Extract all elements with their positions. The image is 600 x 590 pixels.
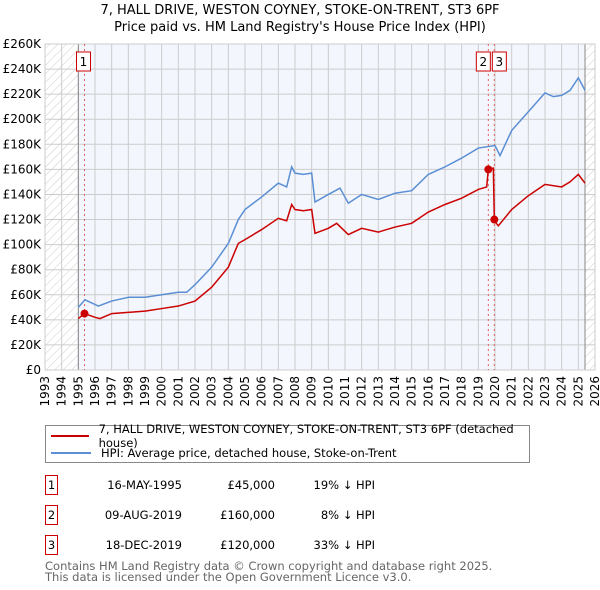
sale-hpi-diff: 19% ↓ HPI <box>313 478 375 492</box>
x-tick-label: 2005 <box>238 376 252 407</box>
footer-copyright: Contains HM Land Registry data © Crown c… <box>45 559 493 573</box>
price-chart: 1993 1994 1995 1996 1997 1998 1999 2000 2001 2002… <box>3 37 600 407</box>
y-tick-label: £120K <box>3 213 43 227</box>
x-tick-label: 2008 <box>288 376 302 407</box>
x-tick-label: 1996 <box>88 376 102 407</box>
x-tick-label: 2009 <box>305 376 319 407</box>
x-tick-label: 2013 <box>371 376 385 407</box>
x-tick-label: 2020 <box>488 376 502 407</box>
legend-label-hpi: HPI: Average price, detached house, Stok… <box>101 446 397 460</box>
sale-hpi-diff: 33% ↓ HPI <box>313 538 375 552</box>
x-tick-label: 2014 <box>388 376 402 407</box>
x-tick-label: 2006 <box>255 376 269 407</box>
sale-date: 16-MAY-1995 <box>107 478 182 492</box>
x-tick-label: 1999 <box>138 376 152 407</box>
legend: 7, HALL DRIVE, WESTON COYNEY, STOKE-ON-T… <box>45 422 530 463</box>
legend-red-line <box>51 435 89 437</box>
sale-label-box <box>76 51 91 72</box>
x-tick-label: 1995 <box>71 376 85 407</box>
sale-badge: 1 <box>45 475 58 495</box>
x-tick-label: 2015 <box>405 376 419 407</box>
x-tick-label: 2018 <box>455 376 469 407</box>
x-tick-label: 2001 <box>171 376 185 407</box>
x-tick-label: 2010 <box>321 376 335 407</box>
y-tick-label: £240K <box>3 62 43 76</box>
x-tick-label: 2024 <box>555 376 569 407</box>
hatched-region-after <box>585 44 595 370</box>
chart-title: 7, HALL DRIVE, WESTON COYNEY, STOKE-ON-T… <box>100 3 500 18</box>
x-tick-label: 2025 <box>571 376 585 407</box>
table-row: 2 09-AUG-2019 £160,000 8% ↓ HPI <box>45 505 545 525</box>
y-tick-label: £20K <box>10 338 42 352</box>
sale-date: 18-DEC-2019 <box>105 538 182 552</box>
x-tick-label: 1998 <box>121 376 135 407</box>
x-tick-label: 2023 <box>538 376 552 407</box>
x-tick-label: 2003 <box>205 376 219 407</box>
sale-price: £45,000 <box>227 478 275 492</box>
sale-hpi-diff: 8% ↓ HPI <box>320 508 375 522</box>
x-tick-label: 1997 <box>105 376 119 407</box>
y-tick-label: £200K <box>3 112 43 126</box>
y-tick-label: £260K <box>3 37 43 51</box>
sale-badge: 3 <box>45 535 58 555</box>
hpi-series-line <box>77 76 586 308</box>
sale-price: £160,000 <box>220 508 275 522</box>
table-row: 3 18-DEC-2019 £120,000 33% ↓ HPI <box>45 535 545 555</box>
x-tick-label: 1994 <box>55 376 69 407</box>
legend-item-property: 7, HALL DRIVE, WESTON COYNEY, STOKE-ON-T… <box>51 422 529 450</box>
x-tick-label: 2021 <box>505 376 519 407</box>
footer-licence: This data is licensed under the Open Gov… <box>45 570 412 584</box>
x-tick-label: 2002 <box>188 376 202 407</box>
table-row: 1 16-MAY-1995 £45,000 19% ↓ HPI <box>45 475 545 495</box>
plot-border <box>44 43 596 371</box>
y-tick-label: £180K <box>3 137 43 151</box>
legend-item-hpi: HPI: Average price, detached house, Stok… <box>51 445 397 461</box>
sale-date: 09-AUG-2019 <box>104 508 182 522</box>
legend-blue-line <box>51 452 91 454</box>
y-tick-label: £0 <box>26 363 41 377</box>
sale-point <box>484 165 493 174</box>
x-tick-label: 2016 <box>421 376 435 407</box>
sale-point <box>490 215 499 224</box>
x-tick-label: 2007 <box>271 376 285 407</box>
sale-label-box <box>491 51 507 72</box>
x-tick-label: 2022 <box>521 376 535 407</box>
x-tick-label: 2011 <box>338 376 352 407</box>
sale-label: 3 <box>496 55 504 69</box>
property-series-line <box>77 167 586 320</box>
y-tick-label: £100K <box>3 238 43 252</box>
y-tick-label: £60K <box>10 288 42 302</box>
sale-price: £120,000 <box>220 538 275 552</box>
x-tick-label: 2017 <box>438 376 452 407</box>
sale-point <box>80 309 89 318</box>
y-tick-label: £140K <box>3 187 43 201</box>
sale-label: 2 <box>480 55 488 69</box>
legend-label-property: 7, HALL DRIVE, WESTON COYNEY, STOKE-ON-T… <box>98 422 514 450</box>
data-range-background <box>78 44 585 370</box>
chart-subtitle: Price paid vs. HM Land Registry's House … <box>114 20 486 35</box>
x-tick-label: 2026 <box>588 376 600 407</box>
x-tick-label: 2012 <box>355 376 369 407</box>
sale-label-box <box>475 51 491 72</box>
x-tick-label: 2000 <box>155 376 169 407</box>
y-tick-label: £80K <box>10 263 42 277</box>
y-tick-label: £160K <box>3 162 43 176</box>
y-tick-label: £220K <box>3 87 43 101</box>
x-tick-label: 2019 <box>471 376 485 407</box>
sale-badge: 2 <box>45 505 58 525</box>
y-tick-label: £40K <box>10 313 42 327</box>
sale-label: 1 <box>80 55 88 69</box>
x-tick-label: 2004 <box>221 376 235 407</box>
x-tick-label: 1993 <box>38 376 52 407</box>
